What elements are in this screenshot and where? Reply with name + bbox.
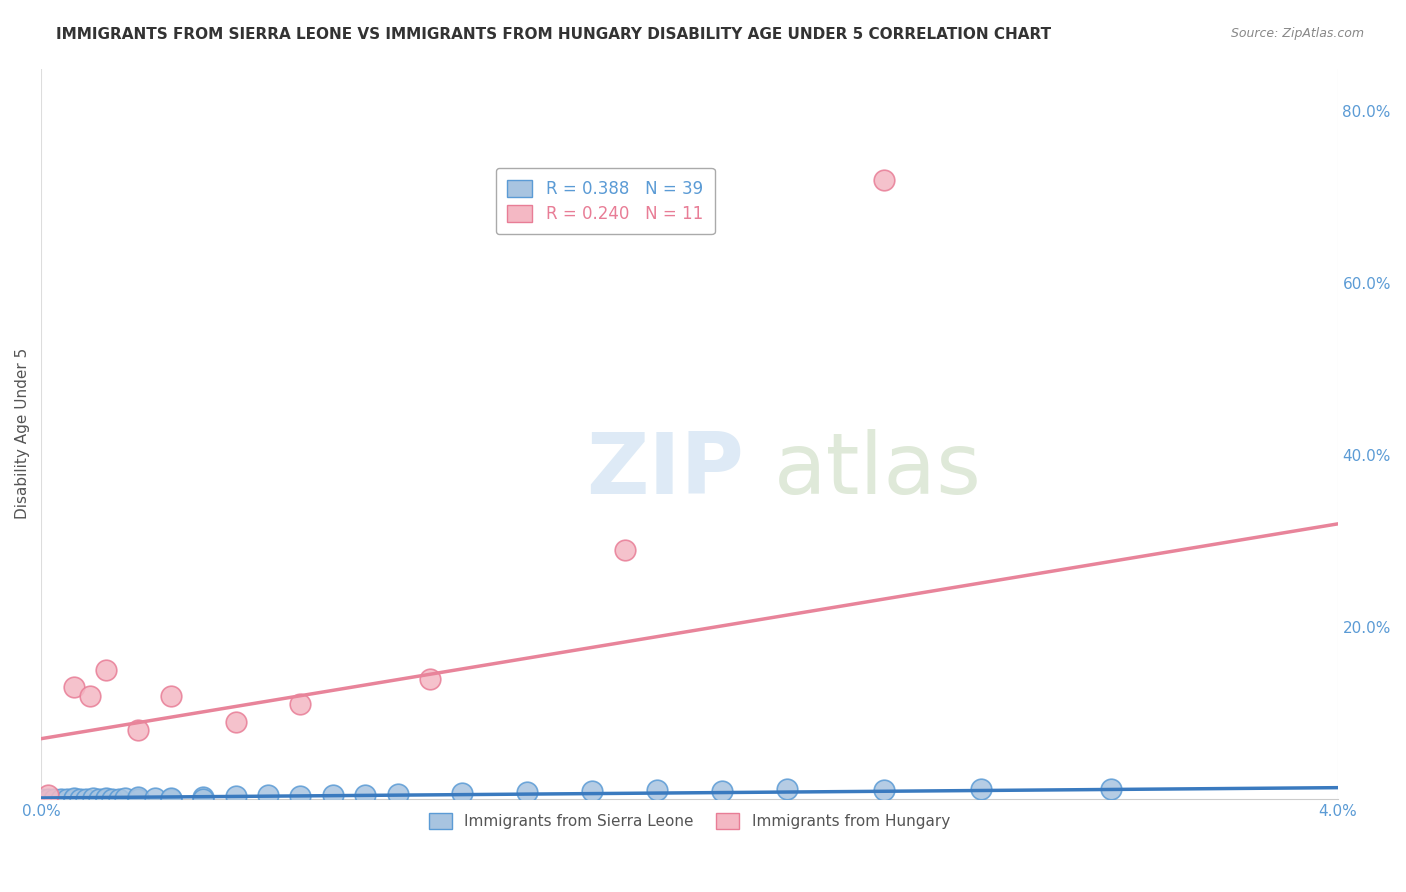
Point [127,792,149,806]
Point [94,791,117,805]
Point [37,792,59,806]
Point [193,790,215,805]
Point [645,783,668,797]
Y-axis label: Disability Age Under 5: Disability Age Under 5 [15,348,30,519]
Point [193,792,215,806]
Point [114,791,136,805]
Point [873,783,896,797]
Point [710,784,733,798]
Point [225,714,247,729]
Point [127,790,149,805]
Point [82,791,104,805]
Point [94,663,117,677]
Point [94,792,117,806]
Point [159,689,181,703]
Point [30,792,52,806]
Legend: Immigrants from Sierra Leone, Immigrants from Hungary: Immigrants from Sierra Leone, Immigrants… [423,806,956,835]
Point [257,789,280,803]
Text: IMMIGRANTS FROM SIERRA LEONE VS IMMIGRANTS FROM HUNGARY DISABILITY AGE UNDER 5 C: IMMIGRANTS FROM SIERRA LEONE VS IMMIGRAN… [56,27,1052,42]
Point [49,792,72,806]
Point [1099,782,1122,797]
Point [101,792,124,806]
Point [159,791,181,805]
Point [62,792,84,806]
Point [873,173,896,187]
Point [143,791,166,805]
Point [62,791,84,805]
Point [225,789,247,804]
Text: ZIP: ZIP [586,429,744,512]
Point [613,542,636,557]
Point [451,786,474,800]
Point [108,792,131,806]
Point [581,784,603,798]
Point [970,781,993,796]
Point [127,792,149,806]
Point [42,792,65,806]
Point [69,792,91,806]
Point [775,782,797,797]
Point [76,792,98,806]
Point [354,788,377,802]
Point [127,723,149,737]
Point [159,792,181,806]
Point [419,672,441,686]
Point [387,787,409,801]
Point [56,792,79,806]
Text: atlas: atlas [773,429,981,512]
Point [79,689,101,703]
Point [290,698,312,712]
Point [322,789,344,803]
Point [516,785,538,799]
Point [89,792,111,806]
Point [62,680,84,694]
Text: Source: ZipAtlas.com: Source: ZipAtlas.com [1230,27,1364,40]
Point [290,789,312,804]
Point [37,788,59,802]
